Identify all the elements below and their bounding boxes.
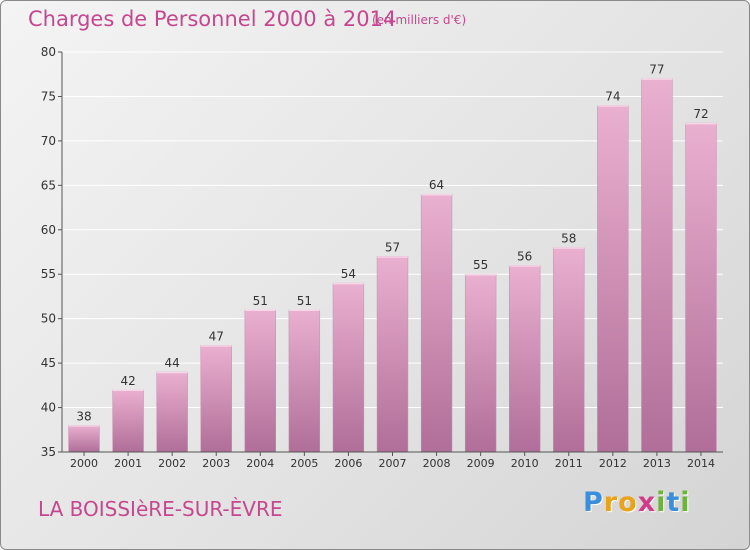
data-label: 38 (76, 409, 91, 423)
x-tick-label: 2004 (246, 457, 274, 470)
proxiti-logo: Proxiti (583, 487, 691, 518)
data-label: 74 (605, 89, 620, 103)
x-tick-label: 2003 (202, 457, 230, 470)
data-label: 55 (473, 258, 488, 272)
bar-2005 (288, 309, 321, 453)
data-label: 58 (561, 232, 576, 246)
bar-2014 (685, 122, 717, 453)
data-label: 56 (517, 249, 532, 263)
logo-letter: i (680, 487, 691, 518)
x-tick-label: 2010 (511, 457, 539, 470)
data-label: 77 (649, 63, 664, 77)
y-tick-label: 50 (41, 312, 56, 326)
data-label: 72 (693, 107, 708, 121)
bar-2009 (464, 273, 497, 453)
logo-letter: P (583, 487, 604, 518)
chart-title: Charges de Personnel 2000 à 2014 (28, 7, 397, 31)
x-tick-label: 2001 (114, 457, 142, 470)
data-label: 47 (209, 329, 224, 343)
x-tick-label: 2007 (379, 457, 407, 470)
x-tick-label: 2000 (70, 457, 98, 470)
axes (58, 51, 723, 456)
data-label: 54 (341, 267, 356, 281)
bar-2001 (112, 389, 144, 453)
y-tick-label: 45 (41, 356, 56, 370)
bar-2013 (641, 78, 673, 453)
bar-2008 (420, 193, 453, 453)
bar-2000 (68, 425, 100, 453)
x-tick-label: 2002 (158, 457, 186, 470)
bars (68, 78, 717, 453)
logo-letter: r (603, 487, 619, 518)
x-tick-label: 2009 (467, 457, 495, 470)
place-name: LA BOISSIèRE-SUR-ÈVRE (38, 497, 283, 521)
y-tick-label: 65 (41, 178, 56, 192)
logo-letter: o (618, 487, 638, 518)
bar-2003 (200, 345, 232, 453)
data-label: 42 (120, 374, 135, 388)
data-label: 64 (429, 178, 444, 192)
x-tick-label: 2014 (687, 457, 715, 470)
data-label: 51 (253, 294, 268, 308)
bar-2007 (376, 256, 409, 453)
bar-2012 (597, 105, 629, 453)
data-label: 51 (297, 294, 312, 308)
chart-subtitle: (en milliers d'€) (372, 13, 467, 27)
logo-letter: x (637, 487, 657, 518)
y-tick-label: 55 (41, 267, 56, 281)
labels: 35 40 45 50 55 60 65 70 75 80 38 2000 42 2001 44 2002 47… (41, 45, 715, 470)
x-tick-label: 2005 (290, 457, 318, 470)
bar-2011 (553, 247, 585, 453)
x-tick-label: 2012 (599, 457, 627, 470)
y-tick-label: 80 (41, 45, 56, 59)
y-tick-label: 75 (41, 89, 56, 103)
x-tick-label: 2008 (423, 457, 451, 470)
x-tick-label: 2013 (643, 457, 671, 470)
data-label: 44 (165, 356, 180, 370)
bar-2006 (332, 282, 365, 453)
y-tick-label: 40 (41, 401, 56, 415)
y-tick-label: 70 (41, 134, 56, 148)
x-tick-label: 2006 (334, 457, 362, 470)
bar-2002 (156, 371, 188, 453)
bar-2010 (509, 265, 541, 453)
bar-2004 (244, 309, 276, 453)
logo-letter: t (666, 487, 681, 518)
data-label: 57 (385, 240, 400, 254)
y-tick-label: 35 (41, 445, 56, 459)
logo-letter: i (656, 487, 667, 518)
x-tick-label: 2011 (555, 457, 583, 470)
y-tick-label: 60 (41, 223, 56, 237)
